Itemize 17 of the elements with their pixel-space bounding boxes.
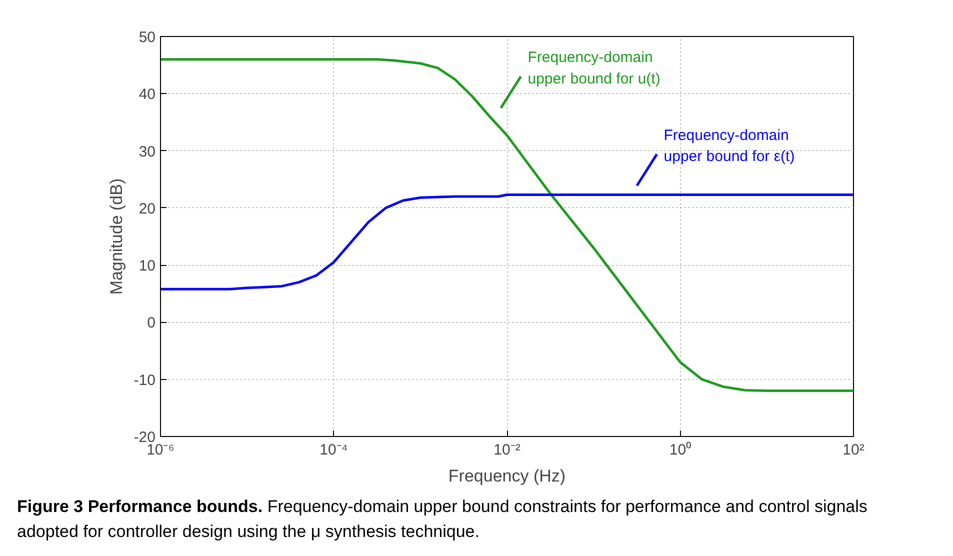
text: Frequency-domain upper bound for u(t) [528, 49, 660, 88]
x-tick-label: 10² [842, 442, 864, 458]
series-label: Frequency-domain upper bound for ε(t) [664, 126, 795, 166]
y-tick-label: 30 [138, 143, 156, 160]
y-tick-label: 40 [138, 86, 156, 104]
y-tick-label: 10 [138, 258, 156, 275]
x-tick-label: 10⁰ [669, 442, 692, 458]
x-tick-label: 10⁻⁴ [320, 442, 348, 458]
y-tick-label: 50 [138, 29, 156, 46]
y-tick-label: 20 [138, 200, 156, 218]
y-tick-label: 0 [147, 314, 156, 332]
x-tick-label: 10⁻⁶ [146, 442, 174, 458]
text: Figure 3 Performance bounds. [17, 497, 263, 516]
y-axis-title: Magnitude (dB) [106, 178, 126, 295]
x-tick-label: 10⁻² [494, 442, 520, 458]
y-tick-label: -10 [134, 372, 156, 389]
x-axis-title: Frequency (Hz) [448, 466, 566, 486]
